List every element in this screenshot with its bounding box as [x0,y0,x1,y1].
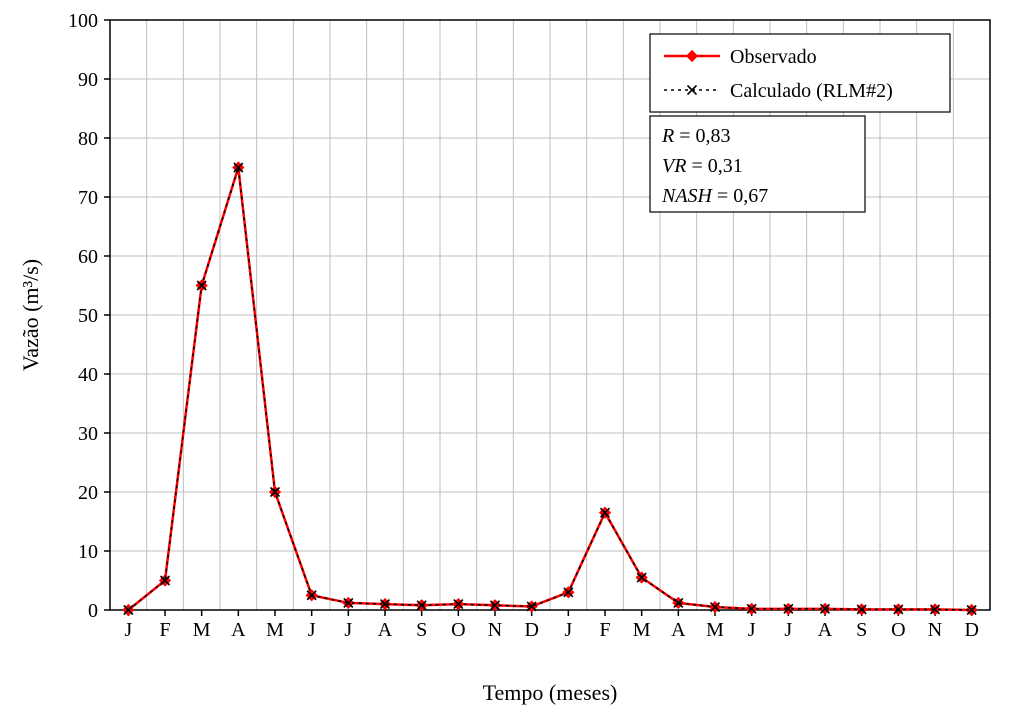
svg-text:J: J [124,619,132,641]
svg-text:M: M [193,619,211,641]
svg-text:J: J [784,619,792,641]
line-chart: 0102030405060708090100JFMAMJJASONDJFMAMJ… [0,0,1024,728]
stats-box: R = 0,83 VR = 0,31 NASH = 0,67 [650,116,865,212]
svg-text:J: J [748,619,756,641]
svg-text:M: M [266,619,284,641]
svg-text:40: 40 [78,364,98,386]
svg-text:Vazão (m³/s): Vazão (m³/s) [18,259,43,371]
svg-text:VR = 0,31: VR = 0,31 [662,155,743,177]
svg-text:J: J [344,619,352,641]
svg-text:D: D [524,619,538,641]
svg-text:Calculado (RLM#2): Calculado (RLM#2) [730,80,893,102]
svg-text:60: 60 [78,246,98,268]
svg-text:20: 20 [78,482,98,504]
svg-text:D: D [964,619,978,641]
svg-text:J: J [564,619,572,641]
svg-text:O: O [451,619,465,641]
svg-text:J: J [308,619,316,641]
svg-text:0: 0 [88,600,98,622]
svg-text:S: S [856,619,867,641]
svg-text:S: S [416,619,427,641]
svg-text:50: 50 [78,305,98,327]
svg-text:N: N [488,619,502,641]
svg-text:A: A [378,619,393,641]
svg-text:N: N [928,619,942,641]
svg-text:M: M [633,619,651,641]
svg-text:70: 70 [78,187,98,209]
chart-container: 0102030405060708090100JFMAMJJASONDJFMAMJ… [0,0,1024,728]
svg-text:Observado: Observado [730,46,817,68]
svg-text:80: 80 [78,128,98,150]
svg-text:M: M [706,619,724,641]
svg-text:F: F [159,619,170,641]
svg-text:NASH = 0,67: NASH = 0,67 [661,185,768,207]
svg-text:A: A [818,619,833,641]
legend: Observado Calculado (RLM#2) [650,34,950,112]
svg-text:100: 100 [68,10,98,32]
svg-text:F: F [599,619,610,641]
x-axis-label: Tempo (meses) [483,680,618,705]
svg-text:10: 10 [78,541,98,563]
svg-text:90: 90 [78,69,98,91]
svg-text:O: O [891,619,905,641]
svg-text:A: A [231,619,246,641]
svg-text:30: 30 [78,423,98,445]
svg-text:R = 0,83: R = 0,83 [661,125,731,147]
svg-text:A: A [671,619,686,641]
